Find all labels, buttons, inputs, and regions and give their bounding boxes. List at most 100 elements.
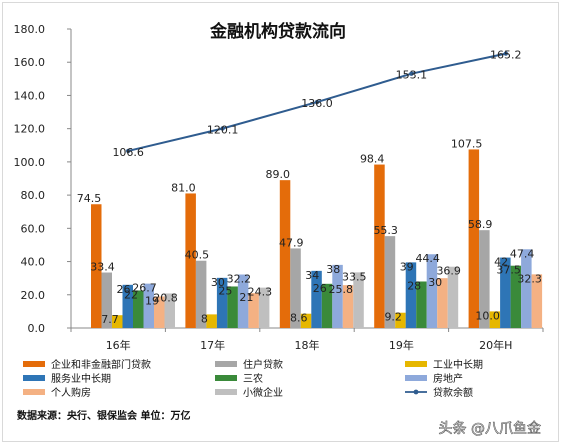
bar-data-label: 25.8 [329, 283, 354, 296]
bar-data-label: 58.9 [468, 218, 493, 231]
legend-swatch [215, 361, 237, 367]
bar [258, 287, 270, 328]
bar [416, 281, 427, 328]
bar [332, 264, 343, 328]
bar [405, 262, 417, 328]
y-tick-label: 140.0 [14, 89, 46, 102]
loan-flow-chart: 金融机构贷款流向 0.0 20.0 40.0 60.0 80.0 100.0 120.0 14… [14, 21, 544, 437]
bar [154, 296, 165, 328]
bar-data-label: 8.6 [290, 312, 308, 325]
bar [248, 293, 259, 328]
bars [91, 149, 543, 328]
bar-data-label: 55.3 [373, 224, 398, 237]
bar-data-label: 19 [145, 294, 159, 307]
balance-data-label: 120.1 [207, 124, 239, 137]
balance-data-label: 153.1 [396, 69, 428, 82]
bar [479, 230, 490, 328]
bar [279, 180, 291, 328]
bar [112, 315, 123, 328]
bar [91, 204, 102, 328]
balance-data-label: 106.6 [112, 146, 144, 159]
legend-label: 贷款余额 [433, 386, 473, 399]
bar [321, 283, 333, 328]
bar [133, 290, 144, 328]
balance-data-label: 136.0 [301, 97, 333, 110]
y-tick-label: 160.0 [14, 56, 46, 69]
bar [510, 265, 522, 328]
legend-swatch [23, 375, 45, 381]
bar-data-label: 40.5 [185, 249, 210, 262]
bar [185, 193, 196, 328]
bar [164, 293, 175, 328]
bar [237, 274, 249, 328]
legend-label: 工业中长期 [433, 358, 483, 371]
bar [426, 254, 438, 328]
bar-data-label: 25 [218, 284, 232, 297]
bar-data-label: 9.2 [384, 311, 402, 324]
bar [227, 286, 238, 328]
axes: 0.0 20.0 40.0 60.0 80.0 100.0 120.0 140.0 160.0 1… [14, 23, 544, 352]
bar [206, 314, 217, 328]
legend-label: 房地产 [433, 372, 463, 385]
source-note: 数据来源：央行、银保监会 单位：万亿 [17, 409, 190, 422]
chart-title: 金融机构贷款流向 [209, 21, 346, 42]
bar-data-label: 42 [494, 256, 508, 269]
bar [311, 270, 322, 328]
bar [290, 248, 301, 328]
legend-label: 三农 [243, 372, 263, 385]
bar [500, 257, 511, 328]
bar-data-label: 98.4 [360, 153, 385, 166]
legend-swatch [405, 361, 427, 367]
watermark: 头条 @八爪鱼金 [439, 420, 541, 437]
bar [143, 283, 154, 328]
y-tick-label: 180.0 [14, 23, 46, 36]
bar-data-label: 26.7 [132, 282, 157, 295]
legend-swatch-marker [413, 389, 419, 395]
legend-swatch [23, 389, 45, 395]
bar [122, 284, 133, 328]
legend-swatch [215, 389, 237, 395]
bar-data-label: 8 [201, 312, 208, 325]
bar-data-label: 33.5 [342, 270, 367, 283]
bar [216, 277, 228, 328]
y-tick-label: 80.0 [21, 189, 46, 202]
bar-data-label: 28 [407, 279, 421, 292]
bar-data-label: 20.8 [153, 291, 178, 304]
chart-frame: 金融机构贷款流向 0.0 20.0 40.0 60.0 80.0 100.0 120.0 14… [2, 2, 559, 442]
bar [384, 236, 396, 328]
y-tick-label: 100.0 [14, 156, 46, 169]
bar [342, 285, 354, 328]
bar [447, 266, 459, 328]
bar-data-label: 36.9 [436, 265, 461, 278]
bar [437, 278, 448, 328]
y-tick-label: 60.0 [21, 222, 46, 235]
bar-data-label: 44.4 [415, 252, 440, 265]
legend-label: 个人购房 [51, 386, 91, 399]
x-tick-label: 16年 [106, 338, 131, 352]
bar-data-label: 38 [326, 263, 340, 276]
bar [101, 272, 112, 328]
y-tick-label: 120.0 [14, 123, 46, 136]
legend-label: 住户贷款 [243, 358, 283, 371]
bar-data-label: 21 [239, 291, 253, 304]
bar-data-label: 24.3 [248, 286, 273, 299]
legend-label: 服务业中长期 [51, 372, 111, 385]
legend-swatch [215, 375, 237, 381]
legend-swatch [23, 361, 45, 367]
bar-data-label: 39 [400, 260, 414, 273]
bar-data-label: 26 [313, 282, 327, 295]
bar-data-label: 7.7 [101, 313, 119, 326]
bar [353, 272, 364, 328]
bar-data-label: 47.9 [279, 236, 304, 249]
balance-point [503, 51, 508, 56]
bar-data-label: 30 [428, 276, 442, 289]
y-tick-label: 20.0 [21, 289, 46, 302]
balance-point [409, 71, 414, 76]
x-tick-label: 19年 [389, 338, 414, 352]
balance-point [126, 148, 131, 154]
bar [489, 311, 501, 328]
bar [395, 312, 406, 328]
bar-data-label: 89.0 [266, 168, 291, 181]
bar [468, 149, 480, 328]
